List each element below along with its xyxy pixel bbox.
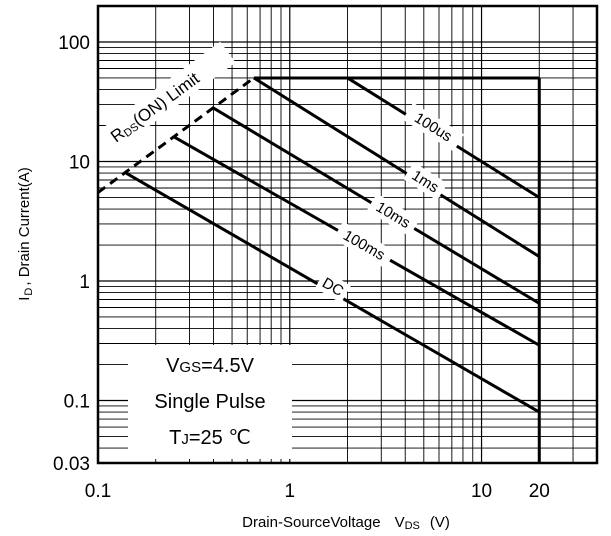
y-axis-title: ID , Drain Current(A) [16, 167, 35, 300]
y-tick-label-1: 10 [69, 152, 90, 173]
series-label-1ms: 1ms [403, 162, 448, 201]
tj-sub: J [181, 431, 189, 448]
x-axis-subscript: DS [405, 520, 420, 532]
x-tick-label-3: 20 [529, 481, 550, 502]
tj-pre: T [169, 427, 181, 449]
y-tick-label-3: 0.1 [64, 392, 90, 413]
series-label-bg-DC [314, 270, 351, 304]
series-label-bg-100us [402, 102, 465, 152]
x-tick-label-1: 1 [284, 481, 295, 502]
conditions-background [128, 345, 292, 459]
y-tick-label-2: 1 [79, 272, 90, 293]
y-tick-label-4: 0.03 [53, 454, 90, 475]
conditions-box: VGS=4.5V Single Pulse TJ=25 ℃ [128, 345, 292, 459]
condition-pulse: Single Pulse [154, 391, 265, 413]
x-axis-symbol: V [395, 514, 405, 531]
condition-vgs: VGS=4.5V [166, 355, 255, 377]
series-label-bg-1ms [403, 162, 448, 201]
vgs-post: =4.5V [201, 355, 254, 377]
tj-post: =25 ℃ [189, 427, 251, 449]
plot-frame [96, 4, 599, 465]
series-label-bg-100ms [333, 221, 396, 269]
x-axis-title: Drain-SourceVoltage VDS (V) [242, 514, 450, 532]
vgs-pre: V [166, 355, 180, 377]
vgs-sub: GS [179, 359, 201, 376]
y-axis-symbol: I [16, 297, 33, 301]
y-axis-subscript: D [23, 288, 35, 296]
x-tick-label-0: 0.1 [85, 481, 111, 502]
series-label-bg-10ms [366, 193, 420, 237]
condition-tj: TJ=25 ℃ [169, 427, 251, 449]
y-axis-rest: , Drain Current(A) [16, 167, 33, 285]
x-axis-unit: (V) [430, 514, 450, 531]
tick-labels: 0.1 1 10 20 100 10 1 0.1 0.03 [53, 33, 550, 502]
x-axis-main: Drain-SourceVoltage [242, 514, 380, 531]
series-line-1ms [253, 76, 541, 258]
rds-label-background [100, 41, 236, 151]
y-tick-label-0: 100 [58, 33, 90, 54]
rds-on-limit-line [97, 76, 255, 194]
x-tick-label-2: 10 [471, 481, 492, 502]
